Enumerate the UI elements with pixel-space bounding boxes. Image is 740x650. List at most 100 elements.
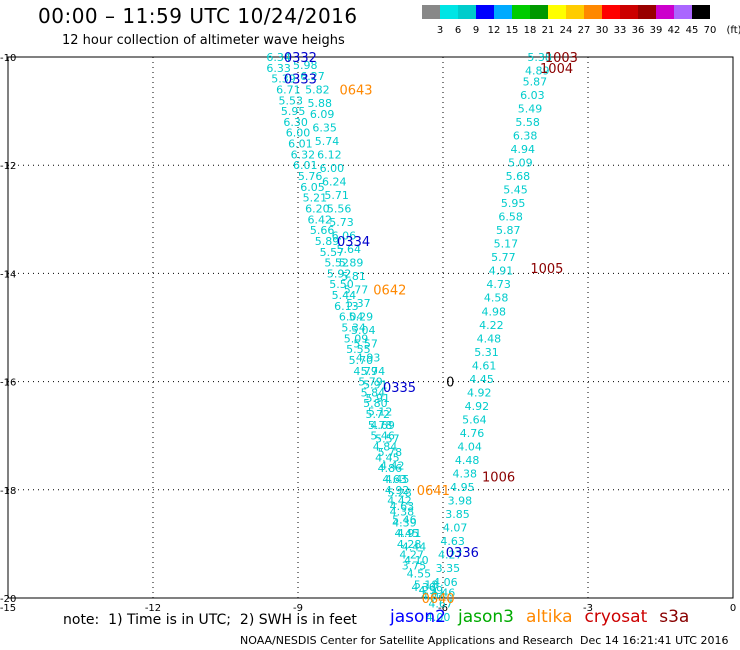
y-tick-label: -20	[0, 594, 16, 605]
swh-value-label: 6.24	[322, 175, 347, 188]
swh-value-label: 3.85	[445, 508, 470, 521]
swh-value-label: 3.35	[436, 562, 461, 575]
swh-value-label: 4.67	[428, 597, 453, 610]
swh-value-label: 6.01	[288, 138, 313, 151]
swh-value-label: 5.09	[344, 332, 369, 345]
swh-value-label: 4.45	[395, 527, 420, 540]
pass-time-label: 0	[446, 376, 454, 391]
colorbar-label: 24	[559, 25, 573, 36]
colorbar-cell	[656, 5, 674, 19]
swh-value-label: 5.28	[387, 487, 412, 500]
y-tick-label: -12	[0, 161, 16, 172]
swh-value-label: 6.33	[266, 62, 291, 75]
swh-value-label: 4.69	[370, 419, 395, 432]
swh-value-label: 5.53	[279, 94, 304, 107]
swh-value-label: 4.59	[419, 584, 444, 597]
swh-value-label: 4.95	[450, 481, 475, 494]
swh-value-label: 4.04	[421, 589, 446, 602]
colorbar-label: 30	[595, 25, 609, 36]
x-tick-label: -6	[438, 603, 448, 614]
pass-time-label: 1004	[540, 62, 573, 77]
swh-value-label: 5.68	[506, 170, 531, 183]
pass-time-label: 0642	[373, 284, 406, 299]
swh-value-label: 5.46	[392, 514, 417, 527]
swh-value-label: 5.95	[501, 197, 526, 210]
swh-value-label: 6.32	[291, 148, 316, 161]
swh-value-label: 4.58	[484, 292, 509, 305]
swh-value-label: 5.64	[337, 243, 362, 256]
swh-value-label: 4.79	[353, 365, 378, 378]
plot-frame	[7, 56, 734, 599]
swh-value-label: 4.10	[404, 554, 429, 567]
swh-value-label: 4.91	[489, 265, 514, 278]
swh-value-label: 4.92	[467, 386, 492, 399]
colorbar-label: 9	[472, 25, 480, 36]
swh-value-label: 4.30	[411, 581, 436, 594]
swh-value-label: 6.71	[276, 83, 301, 96]
colorbar-cell	[620, 5, 638, 19]
swh-value-label: 4.39	[392, 516, 417, 529]
swh-value-label: 5.21	[303, 192, 328, 205]
colorbar-cell	[458, 5, 476, 19]
swh-value-label: 5.55	[346, 343, 371, 356]
swh-value-label: 4.45	[375, 451, 400, 464]
swh-value-label: 5.09	[508, 156, 533, 169]
colorbar-cell	[548, 5, 566, 19]
colorbar-label: 45	[685, 25, 699, 36]
legend-jason2: jason2	[390, 607, 446, 627]
swh-value-label: 4.98	[482, 305, 507, 318]
swh-value-label: 6.04	[339, 311, 364, 324]
swh-value-label: 4.48	[477, 332, 502, 345]
swh-value-label: 6.00	[286, 127, 311, 140]
colorbar-cell	[602, 5, 620, 19]
swh-value-label: 5.45	[503, 184, 528, 197]
swh-value-label: 5.18	[414, 578, 439, 591]
swh-value-label: 4.76	[460, 427, 485, 440]
swh-value-label: 4.73	[486, 278, 511, 291]
swh-value-label: 4.22	[479, 319, 504, 332]
legend-s3a: s3a	[659, 607, 690, 627]
swh-value-label: 5.64	[462, 413, 487, 426]
swh-value-label: 5.49	[518, 102, 543, 115]
swh-value-label: 4.38	[453, 468, 478, 481]
swh-value-label: 5.44	[332, 289, 357, 302]
swh-value-label: 4.94	[511, 143, 536, 156]
pass-time-label: 0643	[339, 83, 372, 98]
pass-time-label: 0336	[446, 546, 479, 561]
colorbar-label: 39	[649, 25, 663, 36]
swh-value-label: 4.45	[469, 373, 494, 386]
x-tick-label: -3	[583, 603, 593, 614]
pass-time-label: 0332	[284, 51, 317, 66]
colorbar-label: 21	[541, 25, 555, 36]
x-tick-label: -15	[0, 603, 16, 614]
colorbar-cell	[584, 5, 602, 19]
swh-value-label: 5.80	[363, 397, 388, 410]
colorbar-label: 70	[703, 25, 717, 36]
pass-time-label: 1005	[530, 262, 563, 277]
swh-value-label: 5.39	[271, 73, 296, 86]
x-tick-label: -9	[293, 603, 303, 614]
swh-value-label: 5.91	[366, 392, 391, 405]
swh-value-label: 6.13	[334, 300, 359, 313]
swh-value-label: 5.91	[363, 378, 388, 391]
swh-value-label: 4.93	[356, 351, 381, 364]
y-tick-label: -14	[0, 269, 16, 280]
colorbar-cell	[512, 5, 530, 19]
swh-value-label: 5.79	[358, 376, 383, 389]
swh-value-label: 5.57	[375, 432, 400, 445]
swh-value-label: 5.98	[293, 59, 318, 72]
swh-value-label: 6.12	[317, 148, 342, 161]
swh-value-label: 4.63	[382, 473, 407, 486]
colorbar-label: 6	[454, 25, 462, 36]
footer-credit: NOAA/NESDIS Center for Satellite Applica…	[240, 634, 574, 647]
y-tick-label: -10	[0, 53, 16, 64]
swh-value-label: 6.00	[320, 162, 345, 175]
swh-value-label: 5.89	[339, 257, 364, 270]
colorbar-label: 42	[667, 25, 681, 36]
swh-value-label: 4.38	[390, 505, 415, 518]
colorbar-cell	[692, 5, 710, 19]
swh-value-label: 4.92	[385, 484, 410, 497]
swh-value-label: 6.35	[312, 121, 337, 134]
swh-value-label: 5.57	[320, 246, 345, 259]
